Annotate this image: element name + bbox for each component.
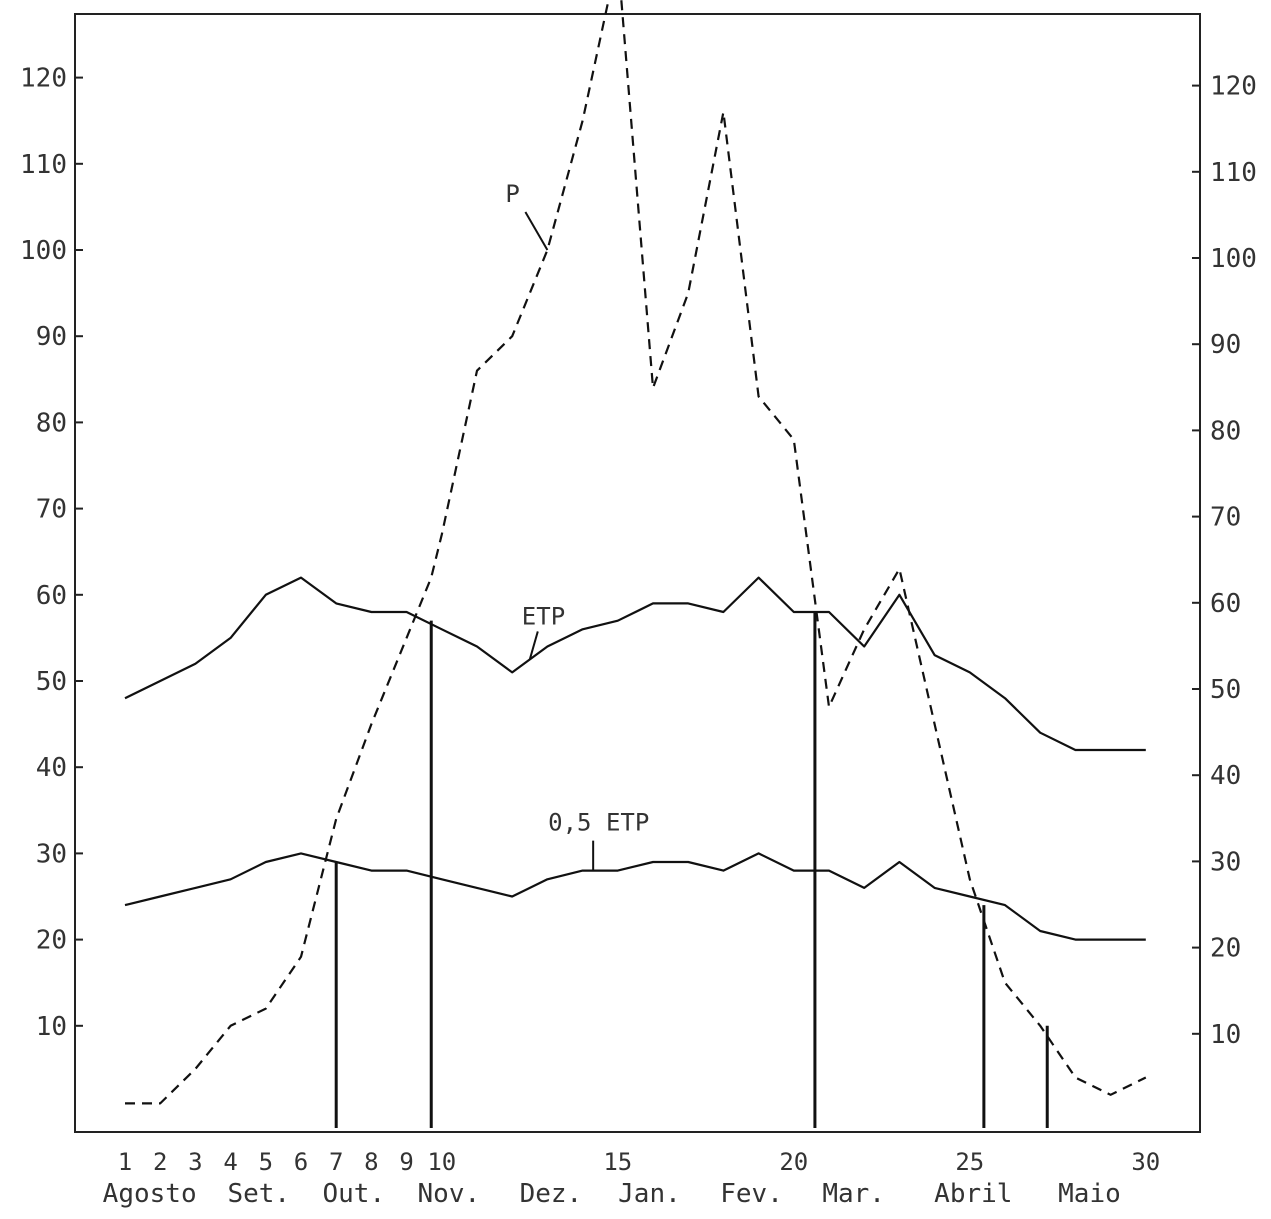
y-tick-label-left: 20 [36,926,67,956]
x-tick-label: 4 [223,1148,237,1176]
y-tick-label-right: 60 [1210,589,1241,619]
x-tick-label: 30 [1131,1148,1160,1176]
y-tick-label-left: 100 [20,236,67,266]
y-tick-label-right: 90 [1210,330,1241,360]
x-tick-label: 20 [779,1148,808,1176]
x-tick-label: 7 [329,1148,343,1176]
month-label: Jan. [618,1179,681,1209]
y-tick-label-right: 20 [1210,934,1241,964]
y-tick-label-left: 40 [36,753,67,783]
x-tick-label: 25 [955,1148,984,1176]
y-tick-label-left: 30 [36,839,67,869]
x-tick-label: 3 [188,1148,202,1176]
x-tick-label: 8 [364,1148,378,1176]
y-tick-label-left: 120 [20,64,67,94]
month-label: Maio [1058,1179,1121,1209]
y-tick-label-right: 110 [1210,158,1257,188]
x-tick-label: 1 [118,1148,132,1176]
month-label: Nov. [418,1179,481,1209]
series-line-etp [124,576,1146,752]
plot-frame [74,13,1201,1133]
x-tick-label: 15 [603,1148,632,1176]
y-tick-label-left: 70 [36,495,67,525]
y-tick-label-right: 100 [1210,244,1257,274]
y-tick-label-left: 50 [36,667,67,697]
annotation-pointer [524,211,549,251]
y-tick-label-left: 80 [36,408,67,438]
y-tick-label-left: 60 [36,581,67,611]
y-tick-label-left: 10 [36,1012,67,1042]
y-tick-label-right: 50 [1210,675,1241,705]
y-tick-label-left: 110 [20,150,67,180]
x-tick-label: 2 [153,1148,167,1176]
annotation-label-p: P [505,180,519,208]
series-line-0-5-etp [124,852,1146,941]
month-label: Dez. [520,1179,583,1209]
month-label: Mar. [822,1179,885,1209]
series-line-p [125,0,1147,1105]
month-label: Out. [322,1179,385,1209]
y-tick-label-right: 80 [1210,416,1241,446]
annotation-pointer [528,631,539,660]
y-tick-label-right: 40 [1210,761,1241,791]
x-tick-label: 5 [259,1148,273,1176]
month-label: Agosto [103,1179,197,1209]
annotation-label-etp: ETP [522,602,565,630]
month-label: Abril [934,1179,1012,1209]
month-label: Set. [227,1179,290,1209]
x-tick-label: 10 [427,1148,456,1176]
month-label: Fev. [720,1179,783,1209]
x-tick-label: 9 [399,1148,413,1176]
y-tick-label-left: 90 [36,322,67,352]
y-tick-label-right: 30 [1210,847,1241,877]
annotation-label-0-5-etp: 0,5 ETP [548,809,649,837]
y-tick-label-right: 10 [1210,1020,1241,1050]
y-tick-label-right: 120 [1210,72,1257,102]
x-tick-label: 6 [294,1148,308,1176]
y-tick-label-right: 70 [1210,503,1241,533]
